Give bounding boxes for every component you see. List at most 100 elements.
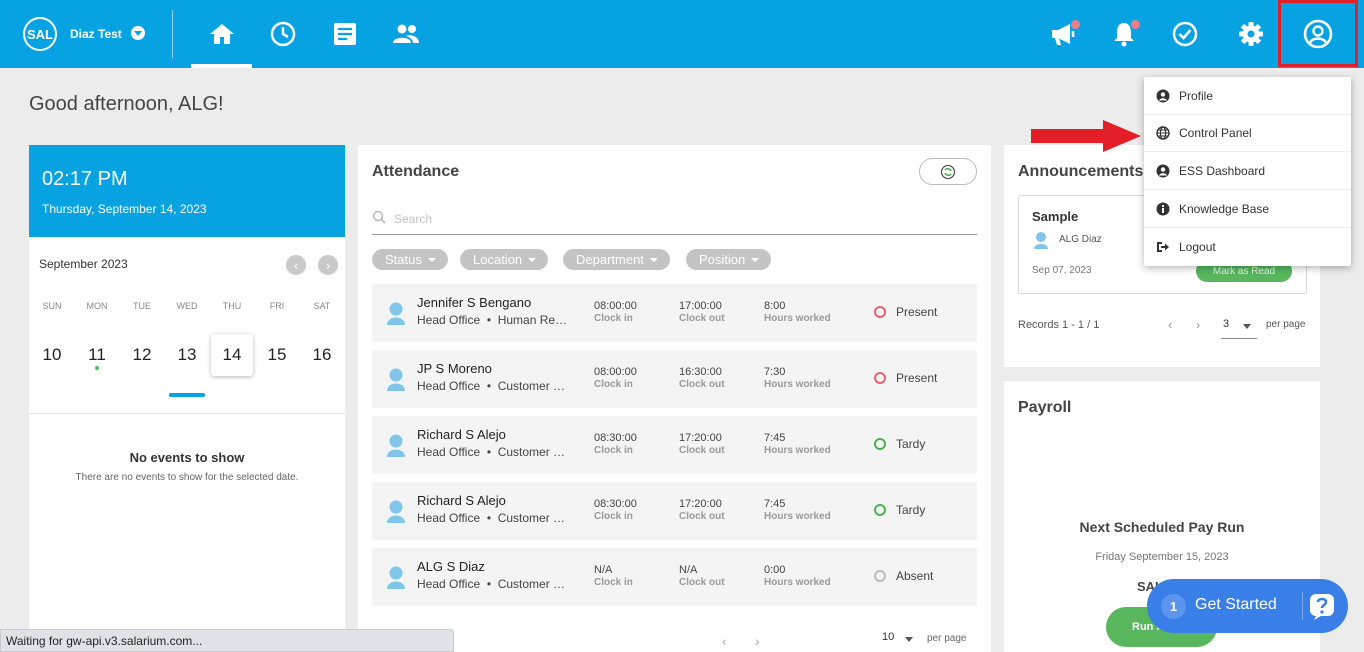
filter-status[interactable]: Status [372,249,448,270]
day-of-week: SUN [42,301,62,311]
event-indicator [95,366,99,370]
menu-item-ess-dashboard[interactable]: ESS Dashboard [1144,152,1351,190]
calendar-next-button[interactable]: › [318,255,338,275]
nav-documents[interactable] [317,0,372,68]
attendance-title: Attendance [372,163,460,180]
calendar-day[interactable]: 16 [312,345,332,364]
calendar-day[interactable]: 10 [42,345,62,364]
pagination-next[interactable]: › [755,633,760,649]
attendance-row[interactable]: ALG S Diaz Head Office • Customer … N/A Clo… [372,548,977,606]
caret-down-icon [528,257,537,262]
attendance-status: Absent [896,569,934,583]
calendar-day[interactable]: 12 [132,345,152,364]
nav-home[interactable] [191,0,252,68]
employee-location: Head Office [417,379,481,393]
profile-menu-button[interactable] [1278,0,1358,67]
attendance-status: Tardy [896,437,926,451]
announcements-button[interactable] [1045,16,1081,52]
no-events-message: There are no events to show for the sele… [75,472,299,483]
company-dropdown-icon[interactable] [131,26,145,40]
employee-name[interactable]: Richard S Alejo [417,427,506,442]
menu-item-control-panel[interactable]: Control Panel [1144,114,1351,152]
filter-position[interactable]: Position [686,249,772,270]
employee-name[interactable]: ALG S Diaz [417,559,485,574]
attendance-row[interactable]: JP S Moreno Head Office • Customer … 08:00… [372,350,977,408]
day-of-week: MON [86,301,108,311]
nav-time[interactable] [255,0,310,68]
menu-item-logout[interactable]: Logout [1144,228,1351,266]
pagination-prev[interactable]: ‹ [1168,317,1173,332]
calendar-day[interactable]: 15 [267,345,287,364]
current-date: Thursday, September 14, 2023 [42,202,207,216]
approvals-button[interactable] [1167,16,1203,52]
records-count: Records 1 - 1 / 1 [1018,319,1100,331]
day-of-week: THU [222,301,242,311]
gear-icon [1239,22,1263,46]
hours-worked-label: Hours worked [764,511,831,522]
announcements-title: Announcements [1018,163,1144,180]
attendance-search[interactable] [372,207,977,235]
per-page-label: per page [1266,319,1306,330]
avatar-icon [387,566,405,589]
notifications-button[interactable] [1106,16,1142,52]
attendance-row[interactable]: Jennifer S Bengano Head Office • Human Re… [372,284,977,342]
search-input[interactable] [394,209,964,229]
status-indicator-icon [874,570,886,582]
get-started-widget[interactable]: 1 Get Started [1147,579,1348,633]
document-icon [333,23,356,45]
day-of-week: SAT [313,301,331,311]
hours-worked-value: 7:30 [764,366,786,378]
employee-location: Head Office [417,577,481,591]
announcement-date: Sep 07, 2023 [1032,265,1092,276]
employee-details: Head Office • Customer … [417,511,566,525]
divider [1302,592,1303,620]
menu-item-label: Knowledge Base [1179,202,1270,216]
settings-button[interactable] [1233,16,1269,52]
clock-icon [270,21,295,47]
day-of-week: TUE [133,301,151,311]
employee-name[interactable]: Jennifer S Bengano [417,295,532,310]
clock-in-label: Clock in [594,379,633,390]
per-page-select[interactable]: 3 [1221,309,1257,339]
calendar-day-selected[interactable]: 14 [211,334,253,376]
per-page-select[interactable]: 10 [882,631,895,643]
filter-department[interactable]: Department [563,249,670,270]
filter-location[interactable]: Location [460,249,549,270]
logout-icon [1157,242,1169,252]
avatar-icon [387,434,405,457]
clock-out-value: 16:30:00 [679,366,722,378]
hours-worked-value: 7:45 [764,498,786,510]
employee-name[interactable]: JP S Moreno [417,361,492,376]
clock-out-label: Clock out [679,313,725,324]
nav-people[interactable] [378,0,433,68]
pagination-next[interactable]: › [1196,317,1201,332]
calendar-day[interactable]: 13 [177,345,197,364]
status-indicator-icon [874,306,886,318]
clock-out-value: 17:00:00 [679,300,722,312]
caret-down-icon [649,257,658,262]
pagination-prev[interactable]: ‹ [722,633,727,649]
attendance-status: Present [896,371,938,385]
hours-worked-label: Hours worked [764,577,831,588]
caret-down-icon[interactable] [905,637,913,642]
clock-out-label: Clock out [679,445,725,456]
status-indicator-icon [874,372,886,384]
calendar-day[interactable]: 11 [88,345,106,364]
company-name[interactable]: Diaz Test [70,27,122,41]
menu-item-knowledge-base[interactable]: Knowledge Base [1144,190,1351,228]
calendar-prev-button[interactable]: ‹ [286,255,306,275]
greeting: Good afternoon, ALG! [29,93,224,115]
attendance-row[interactable]: Richard S Alejo Head Office • Customer … 0… [372,416,977,474]
logo[interactable]: SAL [23,17,57,51]
clock-out-value: 17:20:00 [679,432,722,444]
refresh-button[interactable] [919,158,977,185]
employee-department: Human Re… [497,313,568,327]
employee-name[interactable]: Richard S Alejo [417,493,506,508]
menu-item-profile[interactable]: Profile [1144,77,1351,115]
calendar-scroll-indicator [169,393,205,397]
announcement-title: Sample [1032,209,1079,224]
clock-card: 02:17 PM Thursday, September 14, 2023 [29,145,345,237]
avatar-icon [387,368,405,391]
hours-worked-label: Hours worked [764,379,831,390]
attendance-row[interactable]: Richard S Alejo Head Office • Customer … 0… [372,482,977,540]
